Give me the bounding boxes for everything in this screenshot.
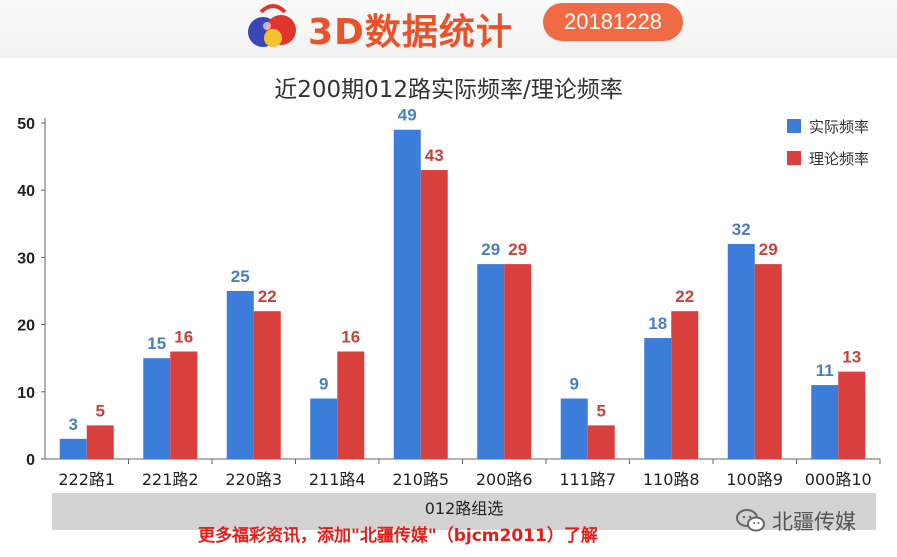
y-tick-label: 10 xyxy=(17,385,35,402)
bar-theoretical xyxy=(754,264,782,459)
data-label-actual: 11 xyxy=(816,361,834,380)
date-badge: 20181228 xyxy=(543,3,683,41)
bar-theoretical xyxy=(170,351,198,459)
bar-actual xyxy=(811,385,839,459)
wechat-account-name: 北疆传媒 xyxy=(772,510,856,534)
data-label-theoretical: 29 xyxy=(508,240,527,259)
data-label-theoretical: 5 xyxy=(96,401,105,420)
bar-actual xyxy=(477,264,505,459)
legend-item-theoretical: 理论频率 xyxy=(787,142,869,174)
data-label-actual: 15 xyxy=(147,334,166,353)
legend-swatch-theoretical xyxy=(787,151,801,165)
data-label-theoretical: 29 xyxy=(759,240,778,259)
y-tick-label: 30 xyxy=(17,250,35,267)
bar-actual xyxy=(393,129,421,459)
bar-theoretical xyxy=(504,264,532,459)
data-label-actual: 9 xyxy=(319,375,328,394)
bar-actual xyxy=(226,291,254,459)
x-tick-label: 100路9 xyxy=(726,470,783,489)
legend-label-theoretical: 理论频率 xyxy=(809,149,870,168)
bar-actual xyxy=(310,398,338,459)
data-label-theoretical: 13 xyxy=(842,348,861,367)
x-axis-title: 012路组选 xyxy=(424,499,504,518)
x-tick-label: 200路6 xyxy=(476,470,533,489)
data-label-actual: 3 xyxy=(69,415,78,434)
x-tick-label: 111路7 xyxy=(559,470,616,489)
chart-title: 近200期012路实际频率/理论频率 xyxy=(274,77,623,103)
legend-label-actual: 实际频率 xyxy=(809,117,870,136)
bar-theoretical xyxy=(420,170,448,460)
bar-actual xyxy=(59,438,87,459)
footer-note: 更多福彩资讯，添加"北疆传媒"（bjcm2011）了解 xyxy=(198,526,598,546)
data-label-theoretical: 5 xyxy=(597,401,606,420)
bar-theoretical xyxy=(838,371,866,459)
data-label-actual: 32 xyxy=(732,220,751,239)
legend-item-actual: 实际频率 xyxy=(787,110,869,142)
y-tick-label: 50 xyxy=(17,116,35,133)
bar-actual xyxy=(560,398,588,459)
header-banner: 3D数据统计 20181228 xyxy=(0,0,897,58)
bar-theoretical xyxy=(253,311,281,459)
bar-theoretical xyxy=(86,425,114,459)
data-label-actual: 18 xyxy=(648,314,667,333)
x-tick-label: 222路1 xyxy=(58,470,115,489)
data-label-actual: 9 xyxy=(570,375,579,394)
legend-swatch-actual xyxy=(787,119,801,133)
bar-theoretical xyxy=(671,311,699,459)
data-label-actual: 25 xyxy=(231,267,250,286)
bar-theoretical xyxy=(337,351,365,459)
wechat-icon xyxy=(736,509,765,532)
x-tick-label: 110路8 xyxy=(643,470,700,489)
data-label-theoretical: 16 xyxy=(341,327,360,346)
y-tick-label: 40 xyxy=(17,183,35,200)
data-label-theoretical: 43 xyxy=(425,146,444,165)
y-tick-label: 20 xyxy=(17,318,35,335)
x-tick-label: 000路10 xyxy=(805,470,872,489)
bar-theoretical xyxy=(587,425,615,459)
data-label-theoretical: 22 xyxy=(675,287,694,306)
data-label-theoretical: 22 xyxy=(258,287,277,306)
y-tick-label: 0 xyxy=(26,452,35,469)
wechat-watermark: 北疆传媒 xyxy=(736,501,886,541)
lottery-balls-icon xyxy=(248,4,296,47)
data-label-actual: 49 xyxy=(398,106,417,125)
bar-actual xyxy=(143,358,171,459)
x-tick-label: 210路5 xyxy=(392,470,449,489)
chart-legend: 实际频率 理论频率 xyxy=(787,110,869,174)
data-label-actual: 29 xyxy=(481,240,500,259)
brand-title: 3D数据统计 xyxy=(308,12,513,53)
x-tick-label: 221路2 xyxy=(142,470,199,489)
x-tick-label: 220路3 xyxy=(225,470,282,489)
data-label-theoretical: 16 xyxy=(174,327,193,346)
bar-actual xyxy=(727,243,755,459)
x-tick-label: 211路4 xyxy=(309,470,366,489)
bar-actual xyxy=(644,338,672,459)
